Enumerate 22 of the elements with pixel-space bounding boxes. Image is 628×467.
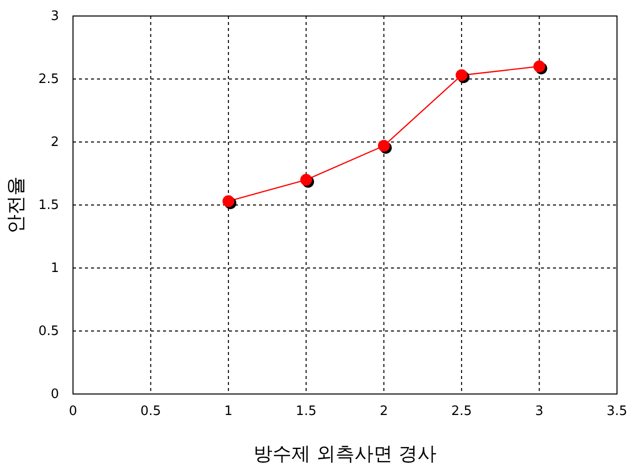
x-axis-title: 방수제 외측사면 경사 <box>253 443 437 465</box>
point <box>222 195 234 208</box>
x-tick-label: 3.5 <box>606 404 628 420</box>
y-tick-label: 1 <box>50 261 59 276</box>
y-tick-label: 0.5 <box>38 324 59 340</box>
y-tick-label: 3 <box>50 9 59 24</box>
y-tick-label: 1.5 <box>38 198 59 214</box>
y-tick-label: 2 <box>50 135 59 150</box>
y-axis-title: 안전율 <box>5 176 27 234</box>
x-tick-label: 3 <box>535 404 544 420</box>
x-tick-label: 0 <box>68 404 78 420</box>
x-tick-label: 2.5 <box>451 404 472 420</box>
y-tick-label: 0 <box>50 387 59 402</box>
x-tick-label: 1 <box>224 404 233 420</box>
x-tick-label: 1.5 <box>296 404 316 420</box>
point <box>456 69 468 82</box>
point <box>533 60 546 72</box>
x-tick-label: 0.5 <box>140 404 162 420</box>
point <box>300 174 312 186</box>
point <box>378 140 390 152</box>
x-tick-label: 2 <box>380 404 388 420</box>
y-tick-label: 2.5 <box>38 72 59 88</box>
